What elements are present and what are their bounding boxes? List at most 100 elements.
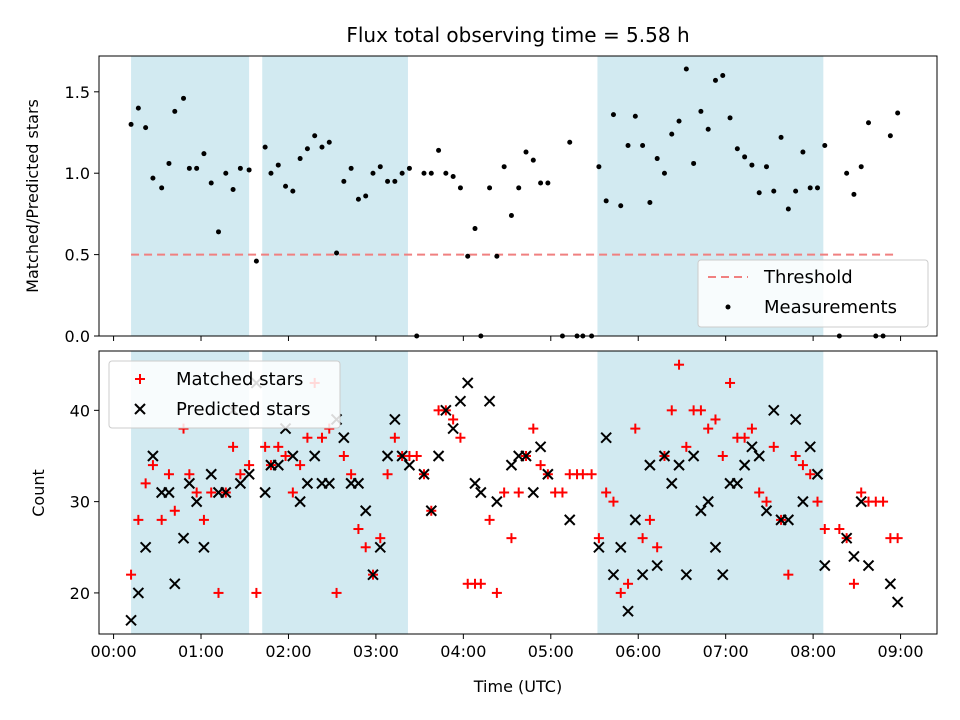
- matched-stars-point: [360, 542, 371, 553]
- measurement-point: [720, 73, 726, 79]
- matched-stars-point: [302, 432, 313, 443]
- bottom-y-axis-label: Count: [29, 469, 48, 517]
- predicted-stars-point: [520, 450, 532, 462]
- measurement-point: [392, 178, 398, 184]
- predicted-stars-point: [695, 505, 707, 517]
- matched-stars-point: [790, 450, 801, 461]
- top-legend: Threshold Measurements: [697, 259, 929, 328]
- x-tick-label: 00:00: [91, 642, 137, 661]
- matched-stars-point: [331, 587, 342, 598]
- measurement-point: [399, 170, 405, 176]
- measurement-point: [143, 125, 149, 131]
- matched-stars-point: [754, 487, 765, 498]
- matched-stars-point: [475, 578, 486, 589]
- measurement-point: [618, 203, 624, 209]
- matched-stars-point: [499, 487, 510, 498]
- predicted-stars-point: [147, 450, 159, 462]
- predicted-stars-point: [403, 459, 416, 471]
- predicted-stars-point: [760, 505, 773, 517]
- predicted-stars-point: [629, 514, 642, 526]
- top-shaded-interval-1: [262, 56, 408, 336]
- top-y-axis-label: Matched/Predicted stars: [23, 99, 42, 293]
- measurement-point: [712, 77, 718, 83]
- matched-stars-point: [848, 578, 859, 589]
- predicted-stars-point: [848, 550, 860, 563]
- measurement-point: [172, 108, 178, 114]
- predicted-stars-point: [447, 422, 459, 435]
- matched-stars-point: [126, 569, 137, 580]
- predicted-stars-point: [622, 605, 634, 617]
- measurement-point: [428, 170, 434, 176]
- predicted-stars-point: [287, 450, 299, 462]
- x-tick-label: 06:00: [615, 642, 661, 661]
- measurement-point: [895, 110, 901, 116]
- predicted-stars-point: [374, 541, 386, 553]
- measurement-point: [297, 156, 303, 162]
- matched-stars-point: [455, 432, 466, 443]
- matched-stars-point: [280, 450, 291, 461]
- predicted-stars-point: [190, 495, 203, 508]
- predicted-stars-point: [169, 578, 181, 590]
- matched-stars-point: [746, 423, 757, 434]
- legend-predicted-swatch: [134, 403, 146, 415]
- predicted-stars-point: [454, 395, 467, 407]
- measurement-point: [150, 175, 156, 181]
- measurement-point: [756, 190, 762, 196]
- predicted-stars-point: [658, 450, 671, 462]
- measurement-point: [749, 162, 755, 168]
- predicted-stars-point: [607, 568, 620, 581]
- x-tick-label: 05:00: [528, 642, 574, 661]
- chart-title: Flux total observing time = 5.58 h: [346, 23, 689, 47]
- measurement-point: [530, 157, 536, 163]
- predicted-stars-point: [462, 377, 474, 389]
- measurement-point: [814, 185, 820, 191]
- predicted-stars-point: [666, 477, 678, 490]
- measurement-point: [283, 183, 289, 189]
- matched-stars-point: [652, 542, 663, 553]
- top-shaded-interval-0: [131, 56, 250, 336]
- measurement-point: [135, 105, 141, 111]
- predicted-stars-point: [425, 505, 437, 517]
- matched-stars-point: [761, 496, 772, 507]
- predicted-stars-point: [644, 459, 656, 471]
- predicted-stars-point: [183, 477, 196, 490]
- predicted-stars-point: [768, 404, 780, 417]
- predicted-stars-point: [811, 468, 824, 480]
- predicted-stars-point: [680, 568, 693, 581]
- matched-stars-point: [491, 587, 502, 598]
- predicted-stars-point: [308, 450, 321, 462]
- matched-stars-point: [703, 423, 714, 434]
- top-y-tick-label: 1.5: [65, 83, 90, 102]
- measurement-point: [858, 164, 864, 170]
- measurement-point: [494, 253, 500, 259]
- x-tick-label: 03:00: [353, 642, 399, 661]
- matched-stars-point: [147, 460, 158, 471]
- measurement-point: [501, 164, 507, 170]
- measurement-point: [887, 133, 893, 139]
- predicted-stars-point: [483, 395, 496, 407]
- measurement-point: [866, 120, 872, 126]
- matched-stars-point: [586, 469, 597, 480]
- matched-stars-point: [382, 469, 393, 480]
- measurement-point: [793, 188, 799, 194]
- matched-stars-point: [260, 441, 271, 452]
- bottom-legend-box: [108, 360, 341, 429]
- matched-stars-point: [163, 469, 174, 480]
- measurement-point: [851, 191, 857, 197]
- predicted-stars-point: [782, 514, 795, 526]
- x-tick-label: 08:00: [790, 642, 836, 661]
- predicted-stars-point: [687, 450, 700, 462]
- predicted-stars-point: [359, 505, 372, 517]
- measurement-point: [128, 121, 134, 127]
- predicted-stars-point: [469, 477, 481, 490]
- matched-stars-point: [506, 533, 517, 544]
- ratio-panel: 0.0 0.5 1.0 1.5 Matched/Predicted stars Thr…: [23, 55, 938, 346]
- predicted-stars-point: [505, 459, 518, 471]
- predicted-stars-point: [432, 450, 445, 462]
- matched-stars-point: [768, 441, 779, 452]
- legend-measurements-label: Measurements: [764, 297, 897, 318]
- matched-stars-point: [674, 359, 685, 370]
- matched-stars-point: [156, 514, 167, 525]
- matched-stars-point: [338, 450, 349, 461]
